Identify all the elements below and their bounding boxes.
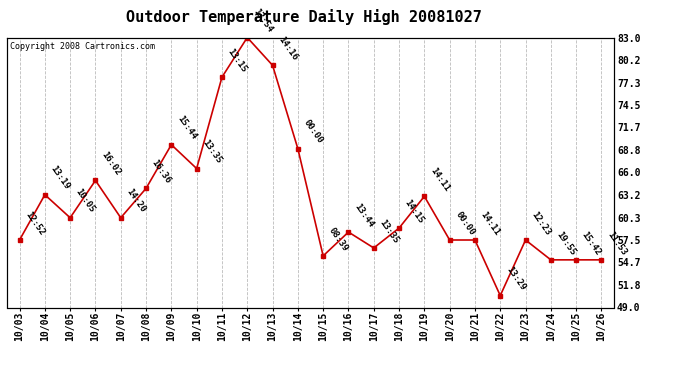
Text: 08:39: 08:39 [327,225,350,253]
Text: 12:52: 12:52 [23,210,46,237]
Text: 12:23: 12:23 [529,210,552,237]
Text: 11:53: 11:53 [605,230,628,256]
Text: 13:54: 13:54 [251,7,274,34]
Text: 14:11: 14:11 [479,210,502,237]
Text: 14:16: 14:16 [277,35,299,62]
Text: 19:55: 19:55 [555,230,578,256]
Text: 00:00: 00:00 [302,118,324,146]
Text: 14:15: 14:15 [403,198,426,225]
Text: 14:11: 14:11 [428,166,451,193]
Text: 13:44: 13:44 [353,202,375,229]
Text: Outdoor Temperature Daily High 20081027: Outdoor Temperature Daily High 20081027 [126,9,482,26]
Text: 16:36: 16:36 [150,158,172,185]
Text: 00:00: 00:00 [453,210,476,237]
Text: Copyright 2008 Cartronics.com: Copyright 2008 Cartronics.com [10,42,155,51]
Text: 15:42: 15:42 [580,230,603,256]
Text: 13:29: 13:29 [504,265,527,292]
Text: 16:02: 16:02 [99,150,122,177]
Text: 13:35: 13:35 [377,217,400,245]
Text: 15:44: 15:44 [175,114,198,141]
Text: 10:05: 10:05 [74,188,97,214]
Text: 13:35: 13:35 [201,138,224,165]
Text: 14:20: 14:20 [125,188,148,214]
Text: 13:19: 13:19 [49,164,72,192]
Text: 13:15: 13:15 [226,47,248,74]
